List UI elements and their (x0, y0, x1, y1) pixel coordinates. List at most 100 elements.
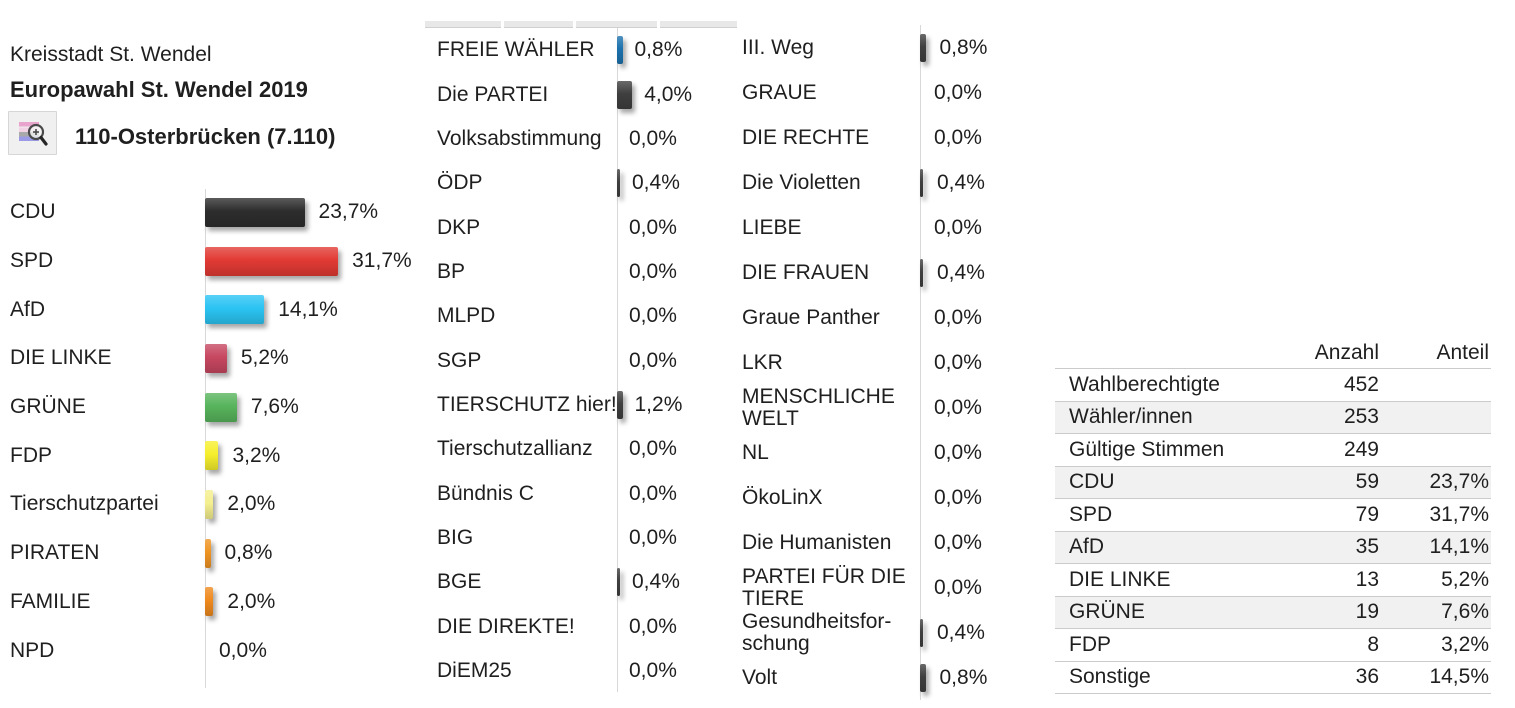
party-label: Volksabstimmung (437, 126, 602, 150)
result-value: 31,7% (352, 249, 412, 273)
result-value: 2,0% (227, 492, 276, 516)
result-bar (920, 258, 923, 287)
party-label: CDU (10, 200, 56, 224)
count-cell: 8 (1367, 632, 1379, 656)
party-label: BGE (437, 570, 482, 594)
result-value: 0,0% (934, 575, 982, 599)
bar-chart-magnifier-icon (18, 121, 48, 146)
result-bar (920, 618, 923, 647)
result-bar (205, 246, 339, 276)
party-label: ÖDP (437, 171, 483, 195)
result-bar (205, 197, 305, 227)
cropped-strip-segment (425, 21, 501, 28)
party-label: DKP (437, 215, 481, 239)
party-label: ÖkoLinX (742, 485, 823, 509)
party-label: Graue Panther (742, 305, 880, 329)
count-column-header: Anzahl (1314, 341, 1379, 364)
result-bar (205, 489, 214, 519)
result-value: 2,0% (227, 589, 276, 613)
party-cell: DIE LINKE (1069, 567, 1171, 591)
party-cell: Wähler/innen (1069, 405, 1193, 429)
results-chart-col2: FREIE WÄHLER 0,8% Die PARTEI 4,0% Volksabsti… (437, 28, 737, 693)
result-bar (920, 33, 926, 62)
chart-row: FAMILIE 2,0% (10, 578, 430, 627)
result-value: 0,0% (934, 530, 982, 554)
chart-row: PIRATEN 0,8% (10, 529, 430, 578)
chart-row: DiEM25 0,0% (437, 649, 737, 693)
result-value: 23,7% (318, 200, 379, 224)
party-label: Tierschutzallianz (437, 437, 593, 461)
result-bar (205, 295, 265, 325)
cropped-strip-segment (576, 21, 657, 28)
party-label: BIG (437, 525, 474, 549)
result-value: 0,0% (629, 348, 677, 372)
party-label: Die Humanisten (742, 530, 892, 554)
count-cell: 452 (1343, 372, 1379, 396)
party-label: BP (437, 259, 466, 283)
results-chart-main: CDU 23,7% SPD 31,7% AfD 14,1% DIE LINKE 5,2% GRÜ… (10, 188, 430, 675)
result-bar (617, 169, 620, 198)
result-value: 0,0% (934, 350, 982, 374)
chart-row: DIE DIREKTE! 0,0% (437, 604, 737, 648)
chart-row: Tierschutzallianz 0,0% (437, 427, 737, 471)
result-value: 0,0% (629, 525, 677, 549)
result-value: 0,4% (632, 570, 680, 594)
chart-row: Die PARTEI 4,0% (437, 72, 737, 116)
table-row: Sonstige 36 14,5% (1055, 660, 1491, 694)
table-row: SPD 79 31,7% (1055, 498, 1491, 531)
share-cell: 5,2% (1441, 567, 1489, 591)
result-value: 0,0% (629, 437, 677, 461)
party-label: TIERSCHUTZ hier! (437, 392, 617, 416)
result-value: 0,0% (934, 215, 982, 239)
table-row: Wähler/innen 253 (1055, 400, 1491, 433)
table-row: GRÜNE 19 7,6% (1055, 595, 1491, 628)
party-label: Die PARTEI (437, 82, 549, 106)
result-value: 0,4% (937, 260, 985, 284)
party-label: Die Violetten (742, 170, 861, 194)
chart-row: MENSCHLICHE WELT 0,0% (742, 385, 1042, 430)
chart-row: TIERSCHUTZ hier! 1,2% (437, 383, 737, 427)
chart-row: Tierschutzpartei 2,0% (10, 480, 430, 529)
result-value: 0,8% (224, 541, 273, 565)
result-value: 0,0% (629, 126, 677, 150)
chart-row: FDP 3,2% (10, 431, 430, 480)
share-cell: 14,5% (1429, 665, 1489, 689)
result-value: 0,8% (939, 665, 988, 689)
result-value: 0,0% (934, 485, 982, 509)
party-label: DiEM25 (437, 658, 512, 682)
table-row: Gültige Stimmen 249 (1055, 433, 1491, 466)
result-value: 0,4% (937, 620, 985, 644)
chart-row: NL 0,0% (742, 430, 1042, 475)
result-value: 0,8% (634, 38, 683, 62)
chart-row: LKR 0,0% (742, 340, 1042, 385)
party-label: Tierschutzpartei (10, 492, 159, 516)
table-body: Wahlberechtigte 452 Wähler/innen 253 Gültige… (1055, 368, 1491, 694)
result-value: 0,0% (934, 440, 982, 464)
result-bar (205, 343, 227, 373)
chart-row: GRÜNE 7,6% (10, 383, 430, 432)
chart-row: SGP 0,0% (437, 338, 737, 382)
result-bar (920, 663, 926, 692)
result-bar (617, 568, 620, 597)
chart-row: ÖkoLinX 0,0% (742, 475, 1042, 520)
chart-row: Gesundheitsfor-schung 0,4% (742, 610, 1042, 655)
chart-row: DIE FRAUEN 0,4% (742, 250, 1042, 295)
chart-row: DKP 0,0% (437, 205, 737, 249)
party-label: GRAUE (742, 80, 817, 104)
party-label: PARTEI FÜR DIE TIERE (742, 564, 906, 610)
party-cell: Gültige Stimmen (1069, 437, 1225, 461)
share-cell: 31,7% (1429, 502, 1489, 526)
share-cell: 3,2% (1441, 632, 1489, 656)
table-row: DIE LINKE 13 5,2% (1055, 563, 1491, 596)
chart-detail-button[interactable] (8, 111, 57, 155)
result-value: 0,4% (937, 170, 985, 194)
cropped-strip-segment (504, 21, 573, 28)
chart-row: AfD 14,1% (10, 285, 430, 334)
result-value: 0,0% (934, 395, 982, 419)
party-label: III. Weg (742, 35, 814, 59)
chart-row: MLPD 0,0% (437, 294, 737, 338)
table-row: FDP 8 3,2% (1055, 628, 1491, 661)
party-label: NPD (10, 638, 55, 662)
count-cell: 35 (1355, 535, 1379, 559)
